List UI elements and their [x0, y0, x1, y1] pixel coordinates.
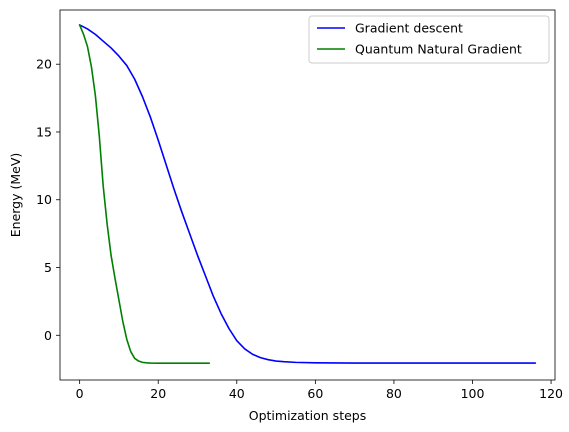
- series-layer: [78, 24, 537, 364]
- legend-box: [308, 15, 550, 64]
- x-tick-label: 40: [229, 386, 245, 401]
- y-tick-label: 10: [36, 192, 52, 207]
- y-axis-label: Energy (MeV): [8, 153, 23, 238]
- y-axis: 0 5 10 15 20: [36, 57, 60, 343]
- x-tick-label: 60: [307, 386, 323, 401]
- x-tick-label: 80: [386, 386, 402, 401]
- x-tick-label: 20: [150, 386, 166, 401]
- legend: Gradient descent Quantum Natural Gradient: [308, 15, 550, 64]
- legend-label: Quantum Natural Gradient: [355, 42, 522, 57]
- plot-frame: [59, 9, 556, 381]
- y-tick-label: 5: [44, 260, 52, 275]
- x-tick-label: 100: [461, 386, 485, 401]
- x-tick-label: 0: [76, 386, 84, 401]
- legend-label: Gradient descent: [355, 21, 463, 36]
- series-line-quantum-natural-gradient: [78, 24, 211, 364]
- y-tick-label: 20: [36, 57, 52, 72]
- x-axis: 0 20 40 60 80 100 120: [76, 380, 563, 401]
- x-tick-label: 120: [539, 386, 563, 401]
- series-line-gradient-descent: [78, 24, 537, 364]
- y-tick-label: 0: [44, 328, 52, 343]
- x-axis-label: Optimization steps: [249, 408, 367, 423]
- y-tick-label: 15: [36, 124, 52, 139]
